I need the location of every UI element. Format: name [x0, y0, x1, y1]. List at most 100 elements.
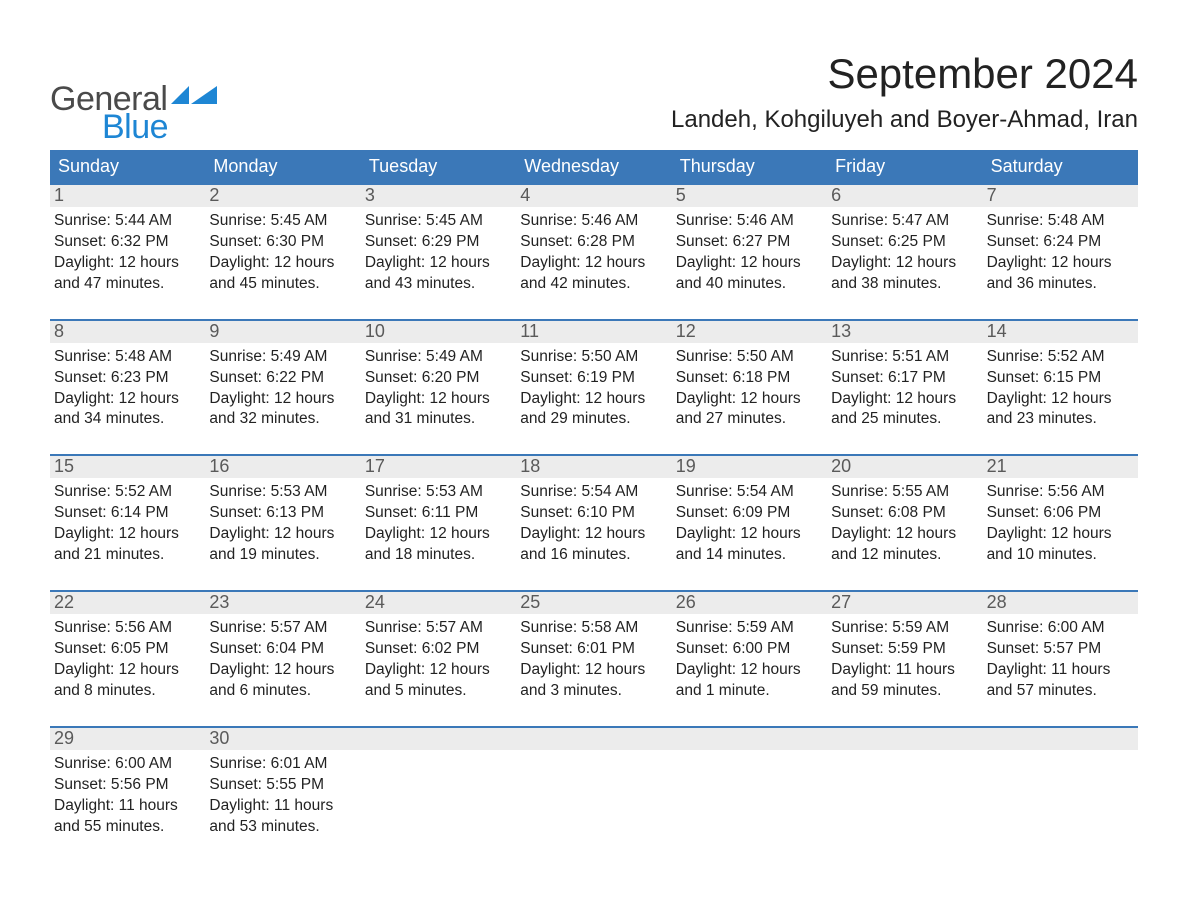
sunrise-line: Sunrise: 5:54 AM — [520, 482, 663, 503]
sunrise-line: Sunrise: 5:44 AM — [54, 211, 197, 232]
sunset-line: Sunset: 6:32 PM — [54, 232, 197, 253]
daylight-line: Daylight: 11 hours and 53 minutes. — [209, 796, 352, 838]
day-number: 4 — [516, 185, 671, 207]
day-number: 11 — [516, 321, 671, 343]
daylight-line: Daylight: 12 hours and 25 minutes. — [831, 389, 974, 431]
day-number: 12 — [672, 321, 827, 343]
weeks-container: 1234567Sunrise: 5:44 AMSunset: 6:32 PMDa… — [50, 183, 1138, 837]
day-detail: Sunrise: 5:58 AMSunset: 6:01 PMDaylight:… — [516, 614, 671, 702]
sunset-line: Sunset: 6:30 PM — [209, 232, 352, 253]
sunrise-line: Sunrise: 6:00 AM — [54, 754, 197, 775]
daylight-line: Daylight: 12 hours and 42 minutes. — [520, 253, 663, 295]
daylight-line: Daylight: 12 hours and 21 minutes. — [54, 524, 197, 566]
daynum-row: 2930 — [50, 726, 1138, 750]
day-number: 1 — [50, 185, 205, 207]
day-detail: Sunrise: 5:44 AMSunset: 6:32 PMDaylight:… — [50, 207, 205, 295]
sunrise-line: Sunrise: 5:48 AM — [54, 347, 197, 368]
sunset-line: Sunset: 6:25 PM — [831, 232, 974, 253]
daylight-line: Daylight: 12 hours and 3 minutes. — [520, 660, 663, 702]
daylight-line: Daylight: 12 hours and 5 minutes. — [365, 660, 508, 702]
day-number: 18 — [516, 456, 671, 478]
daynum-row: 22232425262728 — [50, 590, 1138, 614]
sunset-line: Sunset: 6:22 PM — [209, 368, 352, 389]
day-number: 20 — [827, 456, 982, 478]
detail-row: Sunrise: 6:00 AMSunset: 5:56 PM Daylight:… — [50, 750, 1138, 838]
day-number: 14 — [983, 321, 1138, 343]
sunset-line: Sunset: 6:23 PM — [54, 368, 197, 389]
day-number — [516, 728, 671, 750]
sunset-line: Sunset: 6:10 PM — [520, 503, 663, 524]
sunrise-line: Sunrise: 5:58 AM — [520, 618, 663, 639]
day-number: 2 — [205, 185, 360, 207]
daylight-line: Daylight: 12 hours and 10 minutes. — [987, 524, 1130, 566]
day-number: 5 — [672, 185, 827, 207]
day-number: 21 — [983, 456, 1138, 478]
day-detail: Sunrise: 5:50 AMSunset: 6:19 PMDaylight:… — [516, 343, 671, 431]
day-number: 9 — [205, 321, 360, 343]
day-detail: Sunrise: 5:55 AMSunset: 6:08 PMDaylight:… — [827, 478, 982, 566]
day-number: 26 — [672, 592, 827, 614]
sunrise-line: Sunrise: 5:49 AM — [365, 347, 508, 368]
day-detail: Sunrise: 5:51 AMSunset: 6:17 PMDaylight:… — [827, 343, 982, 431]
day-detail: Sunrise: 5:53 AMSunset: 6:11 PMDaylight:… — [361, 478, 516, 566]
day-detail: Sunrise: 5:52 AMSunset: 6:15 PMDaylight:… — [983, 343, 1138, 431]
sunset-line: Sunset: 6:13 PM — [209, 503, 352, 524]
sunrise-line: Sunrise: 5:46 AM — [676, 211, 819, 232]
daynum-row: 891011121314 — [50, 319, 1138, 343]
sunset-line: Sunset: 6:29 PM — [365, 232, 508, 253]
daylight-line: Daylight: 12 hours and 19 minutes. — [209, 524, 352, 566]
sunrise-line: Sunrise: 5:45 AM — [365, 211, 508, 232]
sunrise-line: Sunrise: 5:57 AM — [365, 618, 508, 639]
day-detail — [361, 750, 516, 838]
dow-saturday: Saturday — [983, 150, 1138, 183]
sunrise-line: Sunrise: 5:52 AM — [987, 347, 1130, 368]
sunset-line: Sunset: 6:11 PM — [365, 503, 508, 524]
daylight-line: Daylight: 12 hours and 36 minutes. — [987, 253, 1130, 295]
daylight-line: Daylight: 12 hours and 27 minutes. — [676, 389, 819, 431]
day-detail: Sunrise: 6:01 AMSunset: 5:55 PMDaylight:… — [205, 750, 360, 838]
daylight-line: Daylight: 12 hours and 6 minutes. — [209, 660, 352, 702]
daylight-line: Daylight: 12 hours and 31 minutes. — [365, 389, 508, 431]
calendar-page: General Blue September 2024 Landeh, Kohg… — [0, 0, 1188, 877]
sunset-line: Sunset: 6:08 PM — [831, 503, 974, 524]
daylight-line: Daylight: 11 hours and 59 minutes. — [831, 660, 974, 702]
sunset-line: Sunset: 6:20 PM — [365, 368, 508, 389]
sunset-line: Sunset: 6:27 PM — [676, 232, 819, 253]
day-number: 8 — [50, 321, 205, 343]
dow-wednesday: Wednesday — [516, 150, 671, 183]
day-detail: Sunrise: 5:45 AMSunset: 6:29 PMDaylight:… — [361, 207, 516, 295]
logo-text-blue: Blue — [102, 110, 217, 144]
sunrise-line: Sunrise: 5:52 AM — [54, 482, 197, 503]
sunrise-line: Sunrise: 5:54 AM — [676, 482, 819, 503]
day-number: 25 — [516, 592, 671, 614]
location-label: Landeh, Kohgiluyeh and Boyer-Ahmad, Iran — [671, 106, 1138, 134]
sunset-line: Sunset: 5:55 PM — [209, 775, 352, 796]
day-number: 13 — [827, 321, 982, 343]
dow-monday: Monday — [205, 150, 360, 183]
daylight-line: Daylight: 12 hours and 40 minutes. — [676, 253, 819, 295]
sunset-line: Sunset: 6:05 PM — [54, 639, 197, 660]
dow-sunday: Sunday — [50, 150, 205, 183]
sunset-line: Sunset: 6:14 PM — [54, 503, 197, 524]
day-detail — [983, 750, 1138, 838]
dow-tuesday: Tuesday — [361, 150, 516, 183]
week-row: 2930 Sunrise: 6:00 AMSunset: 5:56 PM Dayli… — [50, 726, 1138, 838]
day-detail — [672, 750, 827, 838]
day-number: 30 — [205, 728, 360, 750]
week-row: 22232425262728Sunrise: 5:56 AMSunset: 6:… — [50, 590, 1138, 702]
sunrise-line: Sunrise: 5:56 AM — [987, 482, 1130, 503]
sunrise-line: Sunrise: 5:53 AM — [365, 482, 508, 503]
day-detail: Sunrise: 5:48 AMSunset: 6:24 PMDaylight:… — [983, 207, 1138, 295]
day-detail: Sunrise: 6:00 AMSunset: 5:57 PMDaylight:… — [983, 614, 1138, 702]
day-number — [672, 728, 827, 750]
day-detail — [516, 750, 671, 838]
sunrise-line: Sunrise: 5:47 AM — [831, 211, 974, 232]
day-number: 16 — [205, 456, 360, 478]
week-row: 15161718192021Sunrise: 5:52 AMSunset: 6:… — [50, 454, 1138, 566]
page-title: September 2024 — [671, 50, 1138, 98]
day-number — [827, 728, 982, 750]
sunset-line: Sunset: 5:56 PM — [54, 775, 197, 796]
day-number: 28 — [983, 592, 1138, 614]
day-detail: Sunrise: 6:00 AMSunset: 5:56 PMDaylight:… — [50, 750, 205, 838]
sunrise-line: Sunrise: 5:50 AM — [676, 347, 819, 368]
